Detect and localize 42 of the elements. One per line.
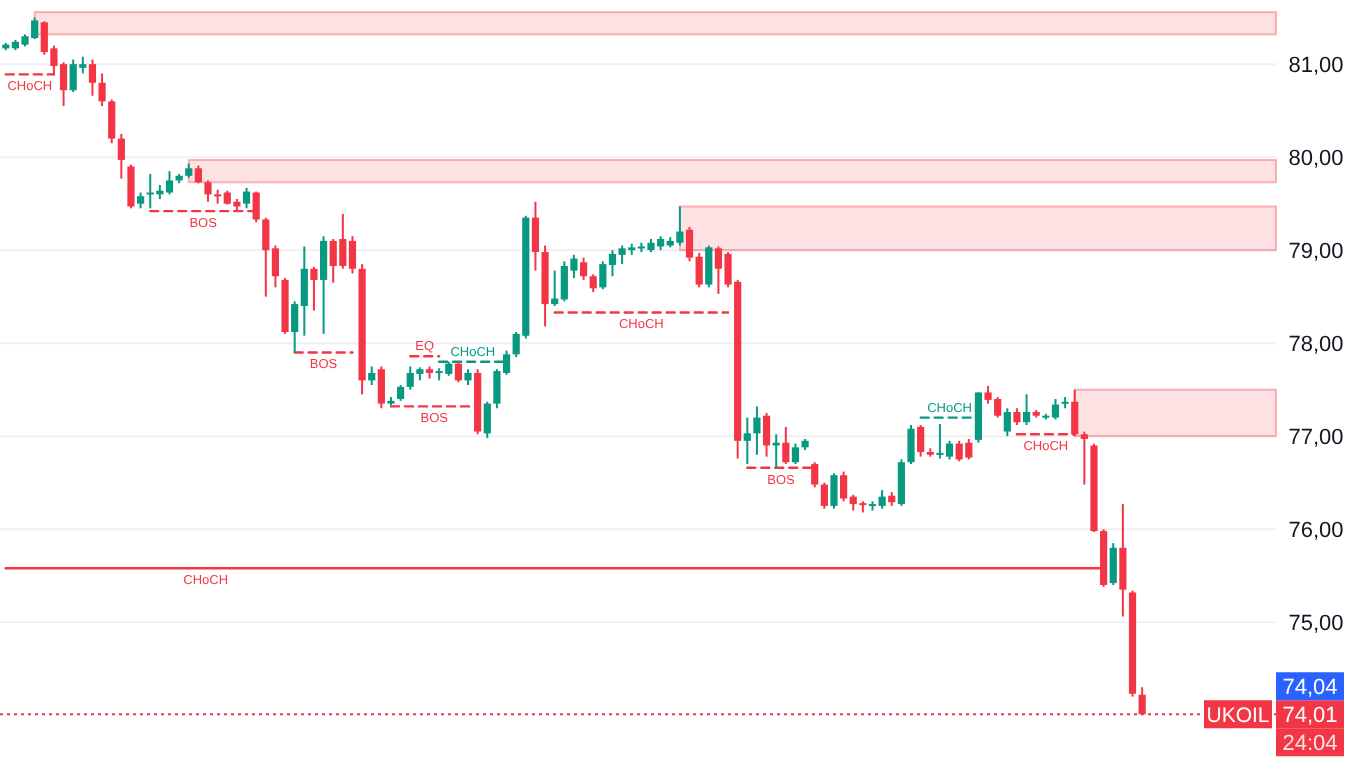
candlestick (531, 200, 540, 272)
candlestick (310, 265, 318, 312)
ref-line-label: 74,01 (1282, 704, 1338, 729)
candlestick (108, 98, 116, 145)
y-tick-label: 78,00 (1288, 332, 1344, 357)
candlestick (454, 360, 462, 384)
candlestick (1022, 393, 1031, 427)
candlestick (753, 405, 761, 456)
candlestick (204, 179, 212, 203)
candlestick (377, 365, 385, 410)
candlestick (579, 256, 588, 281)
candlestick (782, 425, 790, 466)
y-tick-label: 79,00 (1288, 239, 1344, 264)
candlestick (368, 365, 376, 387)
candlestick (98, 72, 106, 108)
text: 74,04 (1282, 676, 1338, 701)
y-tick-label: 81,00 (1288, 53, 1344, 78)
text: UKOIL (1206, 704, 1270, 729)
candlestick (830, 472, 838, 510)
candlestick (1080, 430, 1088, 486)
candlestick (1003, 407, 1011, 438)
candlestick (917, 424, 925, 458)
candlestick (88, 58, 97, 97)
candlestick (1119, 503, 1127, 618)
y-tick-label: 77,00 (1288, 425, 1344, 450)
candlestick (483, 400, 491, 440)
y-tick-label: 76,00 (1288, 518, 1344, 543)
candlestick (319, 235, 328, 335)
y-tick-label: 75,00 (1288, 611, 1344, 636)
candlestick (897, 458, 905, 507)
text: 24:04 (1282, 732, 1338, 757)
candlestick (791, 442, 800, 466)
candlestick (762, 411, 771, 458)
candlestick (1109, 542, 1117, 586)
candlestick (705, 244, 713, 289)
candlestick (117, 132, 125, 180)
candlestick (820, 481, 828, 510)
candlestick (127, 163, 135, 210)
candlestick (907, 424, 915, 466)
candlestick (743, 416, 751, 466)
candlestick (242, 186, 251, 210)
y-tick-label: 80,00 (1288, 146, 1344, 171)
